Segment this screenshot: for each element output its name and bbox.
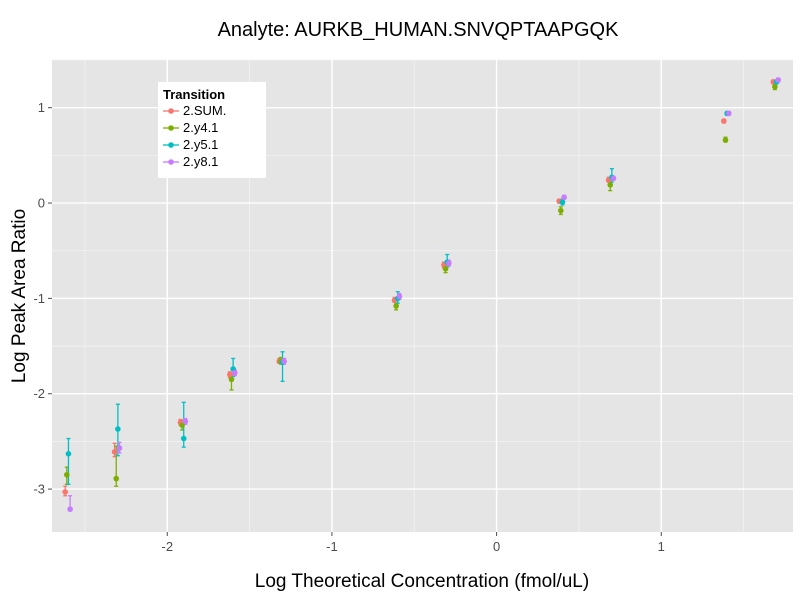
legend: Transition 2.SUM. 2.y4.1 2.y5.1 2.y8.1 xyxy=(158,82,266,178)
legend-label: 2.SUM. xyxy=(183,103,226,118)
data-point xyxy=(281,358,287,365)
data-point xyxy=(561,194,567,201)
legend-key-point xyxy=(168,142,174,148)
data-point xyxy=(442,266,449,272)
data-point xyxy=(62,489,68,495)
x-tick-label: -1 xyxy=(326,539,338,554)
data-point xyxy=(721,118,727,124)
data-point xyxy=(725,110,732,117)
data-point xyxy=(180,435,187,442)
data-point xyxy=(113,475,120,482)
data-point xyxy=(446,260,452,266)
data-point xyxy=(722,137,729,143)
data-point xyxy=(396,293,403,300)
data-point xyxy=(558,207,564,214)
data-point xyxy=(111,449,118,455)
data-point xyxy=(182,418,189,425)
data-point xyxy=(607,182,614,188)
legend-label: 2.y5.1 xyxy=(183,137,218,152)
data-point xyxy=(67,506,73,512)
y-axis-label: Log Peak Area Ratio xyxy=(9,209,30,383)
data-point xyxy=(227,371,233,378)
data-point xyxy=(393,303,399,309)
legend-title: Transition xyxy=(163,87,225,102)
data-point xyxy=(610,175,617,182)
x-axis: -2 -1 0 1 xyxy=(161,532,665,554)
y-tick-label: 0 xyxy=(38,196,45,211)
data-points xyxy=(62,77,781,512)
data-point xyxy=(116,445,123,451)
y-axis: -3 -2 -1 0 1 xyxy=(33,100,52,497)
y-tick-label: -1 xyxy=(33,291,45,306)
legend-key-point xyxy=(168,159,174,165)
legend-label: 2.y4.1 xyxy=(183,120,218,135)
legend-items: 2.SUM. 2.y4.1 2.y5.1 2.y8.1 xyxy=(163,103,226,169)
y-tick-label: 1 xyxy=(38,100,45,115)
data-point xyxy=(559,199,566,205)
x-tick-label: -2 xyxy=(161,539,173,554)
y-tick-label: -3 xyxy=(33,482,45,497)
x-tick-label: 1 xyxy=(658,539,665,554)
y-tick-label: -2 xyxy=(33,386,45,401)
data-point xyxy=(179,422,185,429)
data-point xyxy=(775,77,781,83)
data-point xyxy=(231,369,238,376)
legend-label: 2.y8.1 xyxy=(183,154,218,169)
data-point xyxy=(65,451,72,457)
x-axis-label: Log Theoretical Concentration (fmol/uL) xyxy=(255,571,589,592)
legend-key-point xyxy=(168,125,174,131)
legend-key-point xyxy=(168,108,174,114)
chart-title: Analyte: AURKB_HUMAN.SNVQPTAAPGQK xyxy=(218,19,620,41)
data-point xyxy=(228,376,235,383)
x-tick-label: 0 xyxy=(493,539,500,554)
data-point xyxy=(64,471,70,478)
data-point xyxy=(772,83,778,90)
data-point xyxy=(115,426,121,432)
